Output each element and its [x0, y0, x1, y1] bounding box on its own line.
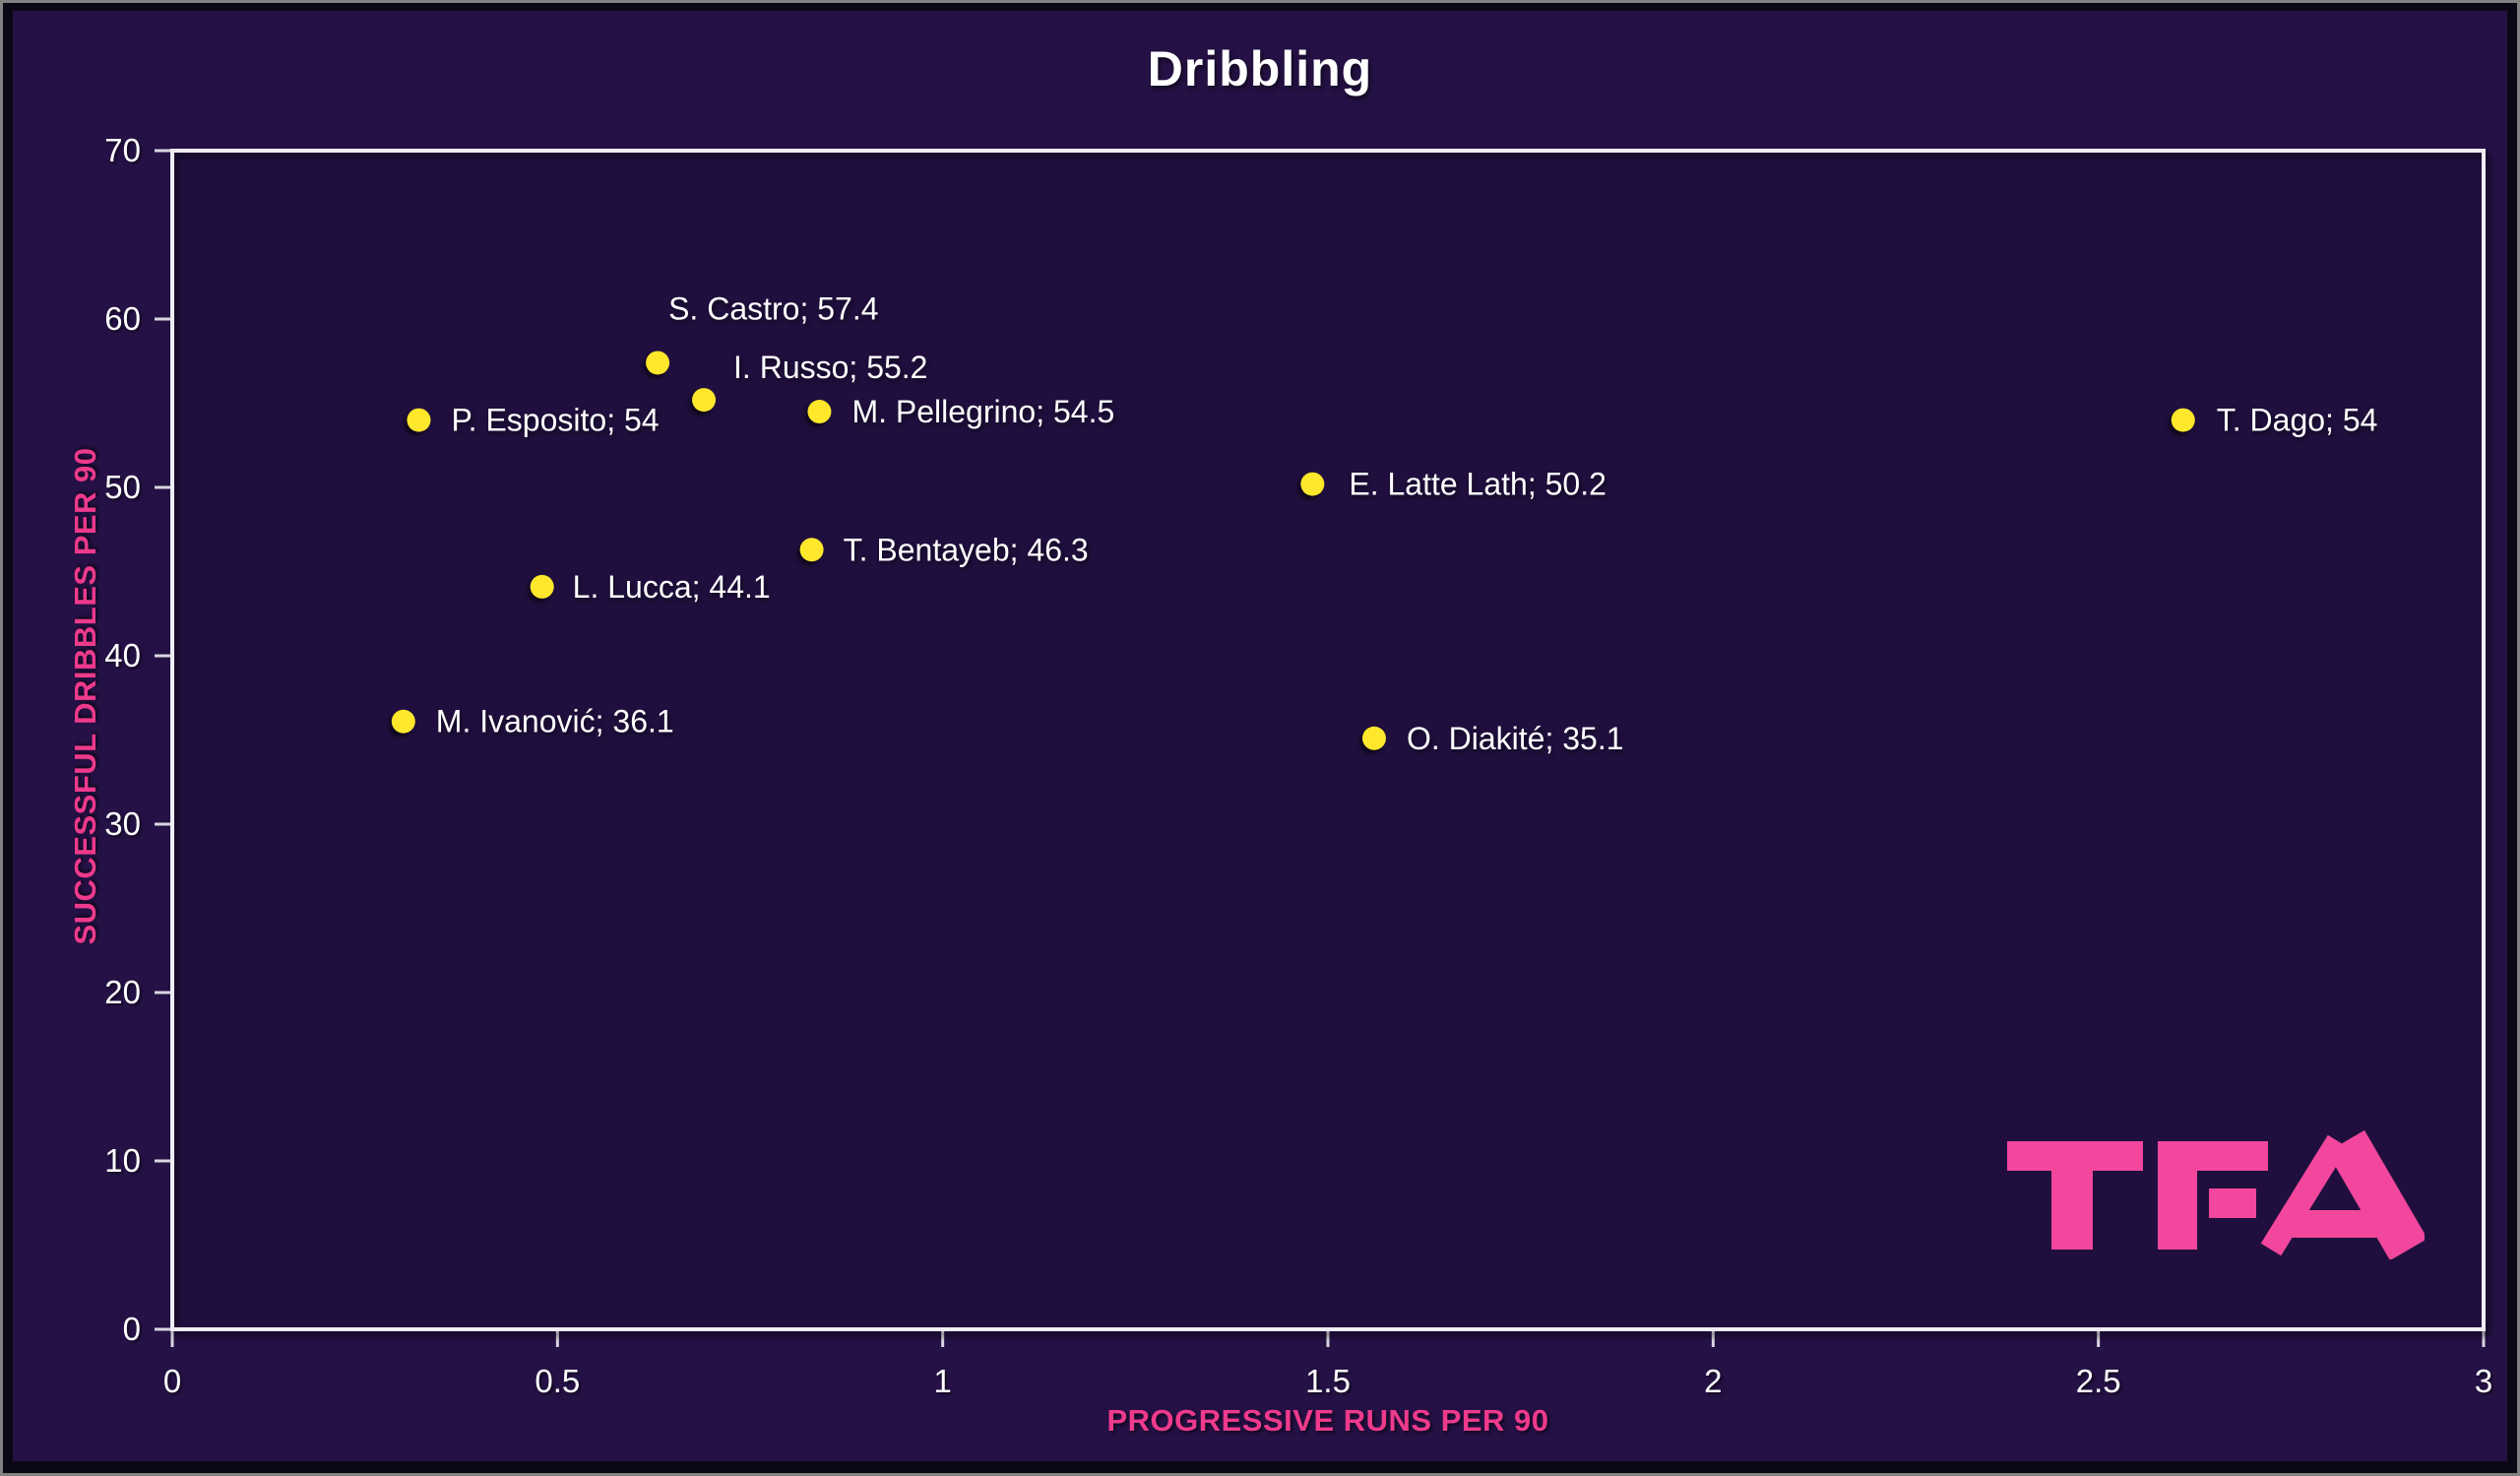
data-label-m-ivanovi: M. Ivanović; 36.1 — [436, 704, 674, 739]
y-tick-label: 10 — [104, 1142, 141, 1179]
data-label-t-bentayeb: T. Bentayeb; 46.3 — [844, 532, 1089, 567]
chart-title: Dribbling — [1147, 41, 1373, 96]
data-point-o-diakit — [1361, 726, 1386, 750]
data-label-t-dago: T. Dago; 54 — [2217, 403, 2378, 438]
chart-canvas: Dribbling 0 0.5 1 1.5 2 2.5 3 0 10 20 30 40 50 60 70 S.… — [13, 11, 2507, 1461]
data-point-t-dago — [2171, 408, 2195, 432]
tfa-logo-t-stem — [2051, 1169, 2093, 1250]
y-axis-title: SUCCESSFUL DRIBBLES PER 90 — [68, 447, 102, 945]
tfa-logo-f-mid — [2209, 1188, 2256, 1218]
plot-border — [170, 149, 2486, 1331]
data-point-e-latte-lath — [1300, 472, 1325, 496]
x-tick-label: 2 — [1704, 1363, 1722, 1399]
x-tick-label: 2.5 — [2076, 1363, 2121, 1399]
x-tick-label: 3 — [2475, 1363, 2492, 1399]
tfa-logo-a-right — [2326, 1129, 2425, 1259]
x-axis-title: PROGRESSIVE RUNS PER 90 — [1106, 1403, 1549, 1438]
data-point-l-lucca — [530, 574, 554, 599]
y-tick-label: 0 — [123, 1311, 141, 1347]
tfa-logo-t-bar — [2007, 1141, 2143, 1171]
data-point-i-russo — [692, 388, 717, 413]
y-tick-label: 30 — [104, 805, 141, 842]
y-tick-label: 50 — [104, 469, 141, 505]
data-label-s-castro: S. Castro; 57.4 — [668, 290, 878, 326]
y-tick-label: 60 — [104, 300, 141, 337]
data-point-p-esposito — [407, 408, 431, 432]
x-tick-label: 0.5 — [535, 1363, 580, 1399]
y-tick-label: 40 — [104, 637, 141, 674]
tfa-logo-f-stem — [2158, 1169, 2197, 1250]
data-label-e-latte-lath: E. Latte Lath; 50.2 — [1349, 467, 1606, 502]
tfa-logo-f-bar — [2158, 1141, 2268, 1171]
data-label-l-lucca: L. Lucca; 44.1 — [573, 569, 771, 605]
data-point-t-bentayeb — [799, 538, 824, 562]
y-tick-label: 20 — [104, 974, 141, 1010]
x-tick-label: 0 — [163, 1363, 181, 1399]
data-label-o-diakit: O. Diakité; 35.1 — [1407, 721, 1624, 756]
x-tick-label: 1.5 — [1305, 1363, 1351, 1399]
y-tick-label: 70 — [104, 132, 141, 168]
x-tick-label: 1 — [933, 1363, 951, 1399]
data-point-s-castro — [646, 351, 670, 375]
tfa-logo-a-left — [2260, 1134, 2349, 1256]
tfa-logo — [2007, 1129, 2425, 1259]
data-label-p-esposito: P. Esposito; 54 — [451, 403, 659, 438]
data-label-i-russo: I. Russo; 55.2 — [733, 350, 927, 385]
data-point-m-ivanovi — [391, 709, 415, 734]
data-label-m-pellegrino: M. Pellegrino; 54.5 — [851, 394, 1114, 429]
plot-area — [172, 151, 2484, 1329]
data-point-m-pellegrino — [807, 400, 832, 424]
